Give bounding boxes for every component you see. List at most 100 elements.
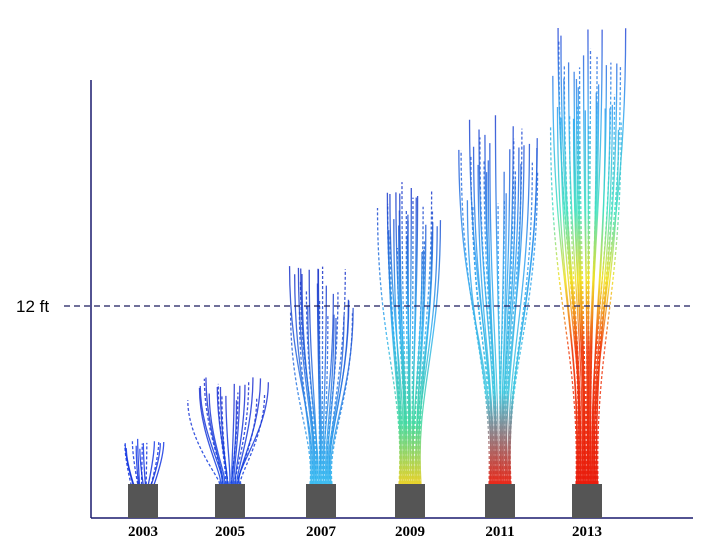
plume-streak bbox=[472, 146, 493, 485]
plume-streak bbox=[221, 395, 230, 485]
plume-streak bbox=[140, 443, 143, 490]
plume-streak bbox=[595, 28, 627, 485]
plume-streak bbox=[417, 190, 433, 485]
year-label: 2005 bbox=[215, 524, 245, 540]
plume-streak bbox=[594, 66, 622, 485]
plume-streak bbox=[234, 384, 246, 485]
year-label: 2009 bbox=[395, 524, 425, 540]
plume-streak bbox=[239, 394, 266, 485]
plume-streak bbox=[584, 110, 589, 485]
plume-streak bbox=[405, 209, 411, 485]
plume-streak bbox=[587, 48, 592, 485]
plume-streak bbox=[487, 160, 497, 485]
plume-streak bbox=[407, 220, 412, 485]
plume-streak bbox=[503, 126, 514, 485]
plume-streak bbox=[225, 395, 231, 485]
base-block bbox=[306, 484, 336, 518]
plume-streak bbox=[219, 386, 229, 485]
plume-streak bbox=[328, 269, 346, 485]
plume-streak bbox=[146, 441, 156, 490]
plume-streak bbox=[238, 382, 269, 485]
plume-streak bbox=[307, 306, 319, 485]
year-label: 2003 bbox=[128, 524, 158, 540]
plume-streak bbox=[328, 300, 350, 485]
plume-streak bbox=[317, 268, 323, 485]
plume-streak bbox=[563, 64, 581, 485]
plume-streak bbox=[577, 87, 587, 485]
base-block bbox=[215, 484, 245, 518]
plume-streak bbox=[142, 443, 147, 490]
plume-streak bbox=[477, 164, 495, 485]
plume-streak bbox=[567, 62, 584, 485]
plume-streak bbox=[231, 383, 235, 485]
plume-streak bbox=[297, 267, 315, 485]
plume-streak bbox=[145, 442, 148, 490]
plume-streak bbox=[322, 285, 327, 485]
plume-streak bbox=[505, 128, 523, 485]
plume-streak bbox=[507, 143, 531, 485]
plume-streak bbox=[592, 65, 608, 485]
plume-streak bbox=[479, 137, 496, 485]
plume-streak bbox=[322, 293, 335, 485]
plume-streak bbox=[489, 143, 499, 485]
plume-streak bbox=[587, 102, 598, 485]
plume-streak bbox=[298, 311, 314, 485]
plume-streak bbox=[325, 317, 337, 485]
year-label: 2013 bbox=[572, 524, 602, 540]
plume-streak bbox=[288, 266, 313, 485]
year-label: 2011 bbox=[485, 524, 514, 540]
plume-streak bbox=[578, 139, 587, 485]
plume-streak bbox=[329, 307, 354, 485]
plume-streak bbox=[398, 210, 408, 485]
plume-streak bbox=[401, 182, 409, 485]
plume-streak bbox=[289, 312, 312, 485]
plume-streak bbox=[549, 126, 577, 485]
year-label: 2007 bbox=[306, 524, 337, 540]
plume-streak bbox=[468, 119, 494, 485]
plume-streak bbox=[572, 118, 585, 485]
plumes bbox=[124, 28, 627, 492]
base-block bbox=[572, 484, 602, 518]
plume-streak bbox=[236, 377, 254, 485]
plume-streak bbox=[417, 226, 438, 485]
plume-streak bbox=[414, 206, 424, 485]
plume-streak bbox=[230, 392, 239, 485]
plume-streak bbox=[408, 187, 412, 485]
plume-streak bbox=[208, 393, 226, 485]
plume-streak bbox=[505, 145, 525, 485]
plume-streak bbox=[389, 236, 405, 485]
plume-streak bbox=[419, 209, 434, 485]
plume-streak bbox=[485, 172, 499, 485]
plume-streak bbox=[504, 147, 520, 485]
plume-streak bbox=[324, 314, 335, 485]
plume-streak bbox=[556, 107, 579, 485]
plume-streak bbox=[323, 314, 329, 485]
base-block bbox=[485, 484, 515, 518]
plume-streak bbox=[589, 84, 600, 485]
plume-streak bbox=[198, 387, 222, 485]
plume-streak bbox=[236, 398, 258, 485]
plume-streak bbox=[326, 292, 339, 485]
plume-streak bbox=[594, 104, 614, 485]
reference-label: 12 ft bbox=[16, 297, 49, 316]
plume-streak bbox=[419, 220, 442, 485]
plume-streak bbox=[557, 28, 580, 485]
plume-streak bbox=[234, 382, 250, 485]
bases bbox=[128, 484, 602, 518]
plume-streak bbox=[597, 122, 622, 485]
plume-streak bbox=[205, 377, 224, 485]
plume-streak bbox=[199, 385, 223, 485]
plume-streak bbox=[187, 400, 220, 485]
plume-streak bbox=[326, 315, 345, 485]
base-block bbox=[395, 484, 425, 518]
plume-streak bbox=[508, 162, 533, 485]
plume-streak bbox=[591, 108, 611, 485]
plume-streak bbox=[509, 171, 539, 485]
plume-streak bbox=[412, 195, 419, 485]
base-block bbox=[128, 484, 158, 518]
plume-streak bbox=[232, 385, 241, 485]
plume-streak bbox=[330, 313, 354, 485]
plume-streak bbox=[387, 203, 402, 485]
plume-streak bbox=[499, 171, 505, 485]
